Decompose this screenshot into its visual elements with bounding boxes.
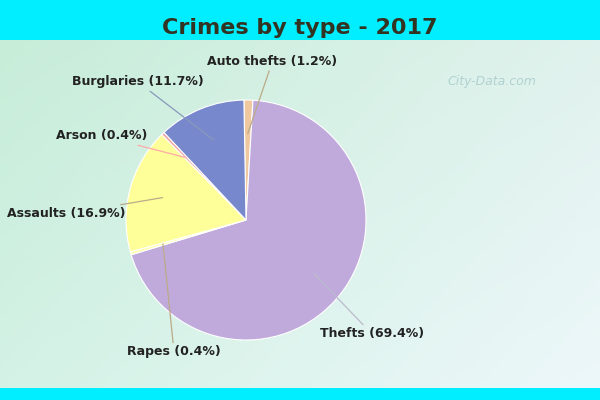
- Wedge shape: [164, 100, 246, 220]
- Wedge shape: [130, 220, 246, 255]
- Text: Rapes (0.4%): Rapes (0.4%): [127, 244, 221, 358]
- Text: Auto thefts (1.2%): Auto thefts (1.2%): [208, 55, 337, 134]
- Text: Thefts (69.4%): Thefts (69.4%): [314, 274, 424, 340]
- Text: Arson (0.4%): Arson (0.4%): [56, 130, 186, 158]
- Wedge shape: [162, 132, 246, 220]
- Wedge shape: [131, 100, 366, 340]
- Text: Assaults (16.9%): Assaults (16.9%): [7, 198, 163, 220]
- Wedge shape: [126, 134, 246, 252]
- Wedge shape: [244, 100, 253, 220]
- Text: Burglaries (11.7%): Burglaries (11.7%): [72, 76, 214, 140]
- Text: Crimes by type - 2017: Crimes by type - 2017: [162, 18, 438, 38]
- Text: City-Data.com: City-Data.com: [448, 75, 536, 88]
